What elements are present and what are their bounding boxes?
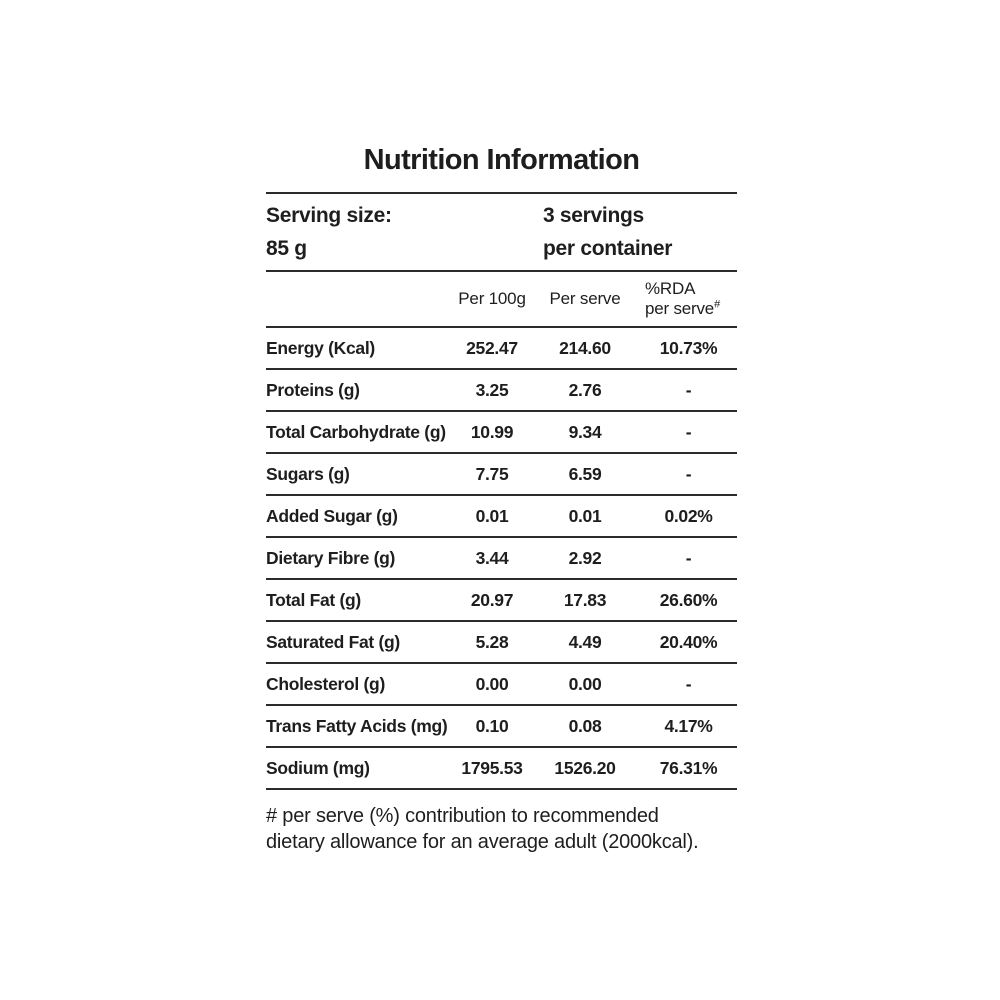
table-header-row: Per 100g Per serve %RDA per serve# bbox=[266, 272, 737, 328]
value-rda: - bbox=[685, 547, 692, 568]
row-label: Sodium (mg) bbox=[266, 757, 370, 778]
row-label: Energy (Kcal) bbox=[266, 337, 375, 358]
row-label: Saturated Fat (g) bbox=[266, 631, 400, 652]
value-per-serve: 214.60 bbox=[559, 337, 611, 358]
value-per-serve: 0.00 bbox=[568, 673, 602, 694]
value-rda: 20.40% bbox=[659, 631, 718, 652]
nutrition-table-body: Energy (Kcal) 252.47 214.60 10.73% Prote… bbox=[266, 328, 737, 790]
serving-size-label: Serving size: bbox=[266, 204, 392, 227]
value-per-serve: 17.83 bbox=[563, 589, 607, 610]
header-rda-line2: per serve# bbox=[645, 299, 737, 319]
table-row: Sodium (mg) 1795.53 1526.20 76.31% bbox=[266, 748, 737, 790]
header-per-100g: Per 100g bbox=[458, 289, 526, 308]
value-rda: 4.17% bbox=[664, 715, 713, 736]
value-per-100g: 0.10 bbox=[475, 715, 509, 736]
table-row: Trans Fatty Acids (mg) 0.10 0.08 4.17% bbox=[266, 706, 737, 748]
value-rda: - bbox=[685, 379, 692, 400]
nutrition-label: Nutrition Information Serving size: 85 g… bbox=[266, 142, 737, 855]
value-per-serve: 0.08 bbox=[568, 715, 602, 736]
value-per-100g: 3.44 bbox=[475, 547, 509, 568]
header-per-serve: Per serve bbox=[549, 289, 621, 308]
table-row: Dietary Fibre (g) 3.44 2.92 - bbox=[266, 538, 737, 580]
row-label: Cholesterol (g) bbox=[266, 673, 385, 694]
value-per-serve: 0.01 bbox=[568, 505, 602, 526]
table-row: Cholesterol (g) 0.00 0.00 - bbox=[266, 664, 737, 706]
table-row: Proteins (g) 3.25 2.76 - bbox=[266, 370, 737, 412]
value-per-100g: 5.28 bbox=[475, 631, 509, 652]
servings-count-line1: 3 servings bbox=[543, 204, 644, 227]
value-rda: - bbox=[685, 673, 692, 694]
value-per-100g: 1795.53 bbox=[461, 757, 523, 778]
serving-size-value: 85 g bbox=[266, 237, 307, 260]
servings-per-container: 3 servings per container bbox=[543, 199, 737, 265]
table-row: Added Sugar (g) 0.01 0.01 0.02% bbox=[266, 496, 737, 538]
value-per-100g: 252.47 bbox=[466, 337, 518, 358]
value-per-100g: 3.25 bbox=[475, 379, 509, 400]
value-rda: - bbox=[685, 421, 692, 442]
row-label: Total Carbohydrate (g) bbox=[266, 421, 446, 442]
table-row: Saturated Fat (g) 5.28 4.49 20.40% bbox=[266, 622, 737, 664]
page-title: Nutrition Information bbox=[363, 144, 640, 176]
value-per-serve: 1526.20 bbox=[554, 757, 616, 778]
value-rda: 26.60% bbox=[659, 589, 718, 610]
row-label: Added Sugar (g) bbox=[266, 505, 398, 526]
value-per-serve: 2.76 bbox=[568, 379, 602, 400]
table-row: Total Carbohydrate (g) 10.99 9.34 - bbox=[266, 412, 737, 454]
row-label: Trans Fatty Acids (mg) bbox=[266, 715, 448, 736]
value-per-serve: 2.92 bbox=[568, 547, 602, 568]
row-label: Sugars (g) bbox=[266, 463, 350, 484]
value-per-serve: 6.59 bbox=[568, 463, 602, 484]
servings-count-line2: per container bbox=[543, 237, 673, 260]
table-row: Sugars (g) 7.75 6.59 - bbox=[266, 454, 737, 496]
header-rda-line2-text: per serve bbox=[645, 299, 715, 318]
value-rda: 76.31% bbox=[659, 757, 718, 778]
row-label: Proteins (g) bbox=[266, 379, 360, 400]
header-rda-per-serve: %RDA per serve# bbox=[640, 279, 737, 319]
footnote-line1: # per serve (%) contribution to recommen… bbox=[266, 805, 659, 827]
row-label: Dietary Fibre (g) bbox=[266, 547, 396, 568]
value-rda: 10.73% bbox=[659, 337, 718, 358]
value-per-serve: 4.49 bbox=[568, 631, 602, 652]
footnote-line2: dietary allowance for an average adult (… bbox=[266, 831, 699, 853]
serving-size: Serving size: 85 g bbox=[266, 199, 543, 265]
value-rda: 0.02% bbox=[664, 505, 713, 526]
value-per-100g: 0.01 bbox=[475, 505, 509, 526]
table-row: Energy (Kcal) 252.47 214.60 10.73% bbox=[266, 328, 737, 370]
footnote-marker: # bbox=[714, 298, 720, 311]
table-row: Total Fat (g) 20.97 17.83 26.60% bbox=[266, 580, 737, 622]
footnote: # per serve (%) contribution to recommen… bbox=[266, 803, 737, 855]
header-rda-line1: %RDA bbox=[645, 279, 696, 298]
value-per-serve: 9.34 bbox=[568, 421, 602, 442]
value-per-100g: 7.75 bbox=[475, 463, 509, 484]
row-label: Total Fat (g) bbox=[266, 589, 361, 610]
serving-section: Serving size: 85 g 3 servings per contai… bbox=[266, 192, 737, 272]
value-per-100g: 0.00 bbox=[475, 673, 509, 694]
value-rda: - bbox=[685, 463, 692, 484]
value-per-100g: 20.97 bbox=[470, 589, 514, 610]
value-per-100g: 10.99 bbox=[470, 421, 514, 442]
